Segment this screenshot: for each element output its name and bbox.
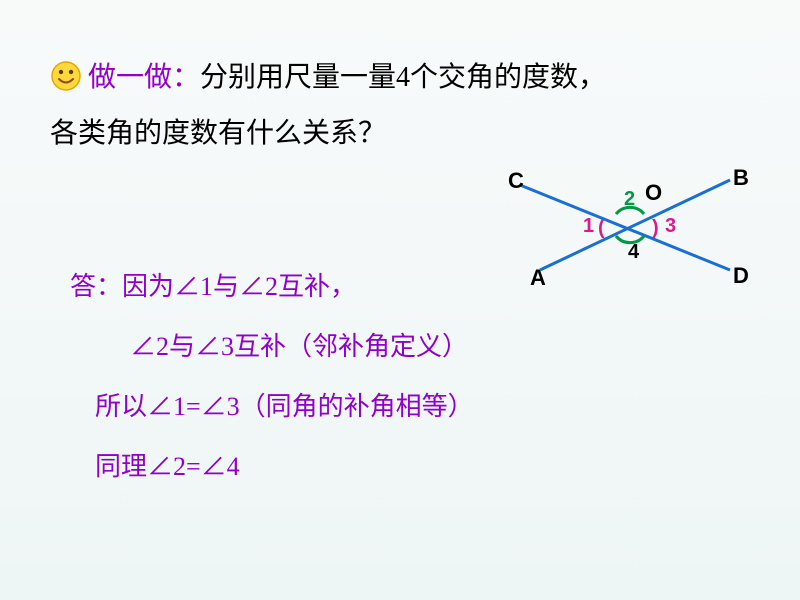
- angle-4: 4: [628, 241, 640, 263]
- question-line2: 各类角的度数有什么关系？: [50, 118, 386, 149]
- question-line1-rest: 分别用尺量一量4个交角的度数，: [200, 62, 606, 93]
- angle-2: 2: [624, 188, 635, 210]
- point-a: A: [530, 265, 546, 290]
- angle-diagram: ( ) 1 2 3 4 A B C D O: [480, 160, 760, 290]
- answer-line-3: 所以∠1=∠3（同角的补角相等）: [95, 377, 760, 437]
- answer-block: 答：因为∠1与∠2互补， ∠2与∠3互补（邻补角定义） 所以∠1=∠3（同角的补…: [70, 257, 760, 497]
- point-b: B: [733, 165, 749, 190]
- answer-line-4: 同理∠2=∠4: [95, 437, 760, 497]
- answer-line-2: ∠2与∠3互补（邻补角定义）: [130, 317, 760, 377]
- angle-1: 1: [583, 215, 594, 237]
- question-block: 做一做：分别用尺量一量4个交角的度数， 各类角的度数有什么关系？: [50, 50, 760, 162]
- question-prefix: 做一做：: [88, 62, 200, 93]
- paren-left: (: [598, 217, 605, 239]
- point-c: C: [508, 168, 524, 193]
- angle-3: 3: [665, 215, 676, 237]
- point-d: D: [733, 263, 749, 288]
- point-o: O: [645, 180, 662, 205]
- paren-right: ): [652, 217, 659, 239]
- smiley-icon: [50, 56, 82, 88]
